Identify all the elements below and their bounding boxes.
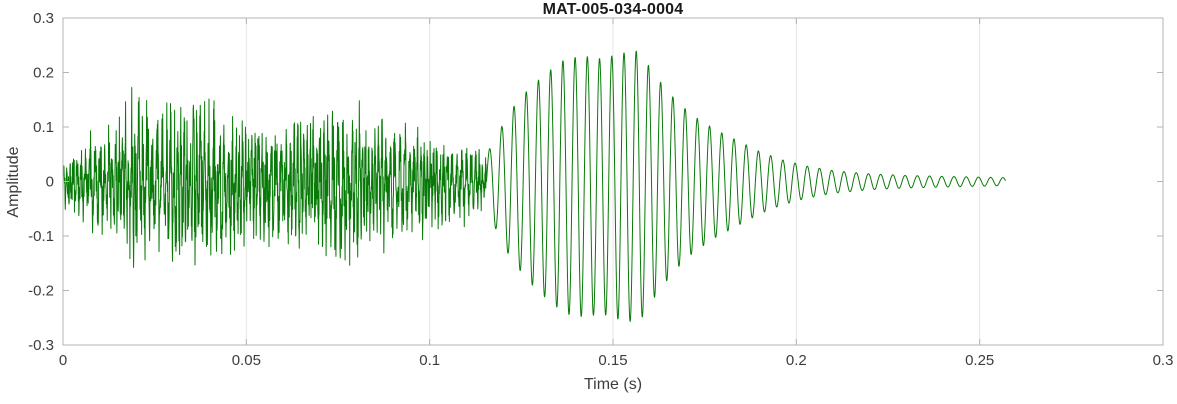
x-tick-label: 0.3 (1153, 352, 1174, 369)
waveform-line (62, 50, 1007, 322)
x-tick-label: 0.1 (419, 352, 440, 369)
y-tick-label: 0.1 (33, 119, 54, 136)
x-tick-label: 0 (59, 352, 67, 369)
x-axis-label: Time (s) (583, 376, 643, 393)
y-tick-label: 0 (46, 174, 54, 191)
x-tick-label: 0.15 (598, 352, 627, 369)
chart-title: MAT-005-034-0004 (542, 1, 684, 18)
y-tick-label: -0.1 (28, 228, 54, 245)
x-tick-label: 0.05 (232, 352, 261, 369)
y-axis-label: Amplitude (5, 146, 22, 218)
x-tick-label: 0.25 (965, 352, 994, 369)
y-tick-label: -0.2 (28, 283, 54, 300)
y-tick-label: -0.3 (28, 337, 54, 354)
y-tick-label: 0.3 (33, 10, 54, 27)
y-tick-label: 0.2 (33, 65, 54, 82)
x-tick-label: 0.2 (786, 352, 807, 369)
